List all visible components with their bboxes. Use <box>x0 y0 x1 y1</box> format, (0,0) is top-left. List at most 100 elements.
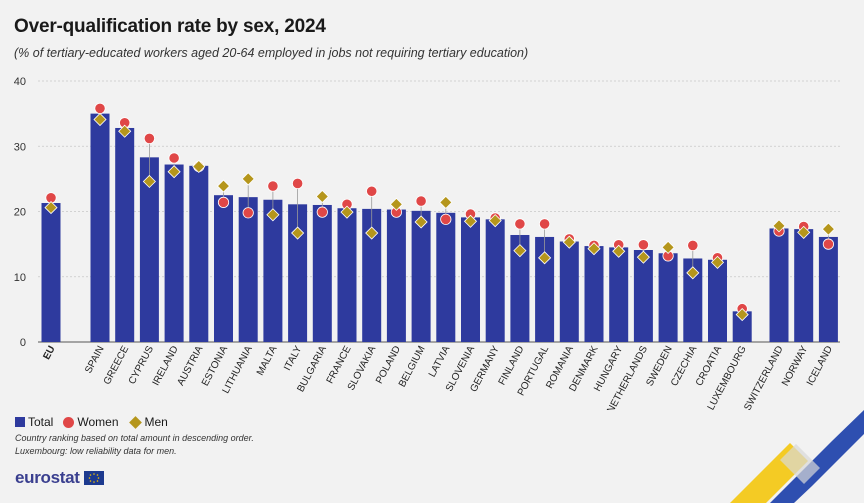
legend-swatch-women <box>63 416 75 428</box>
legend-item-total: Total <box>15 415 53 429</box>
point-women <box>440 213 452 225</box>
legend-label-women: Women <box>77 415 119 429</box>
point-women <box>637 239 650 251</box>
bar-total <box>708 259 727 342</box>
bar-total <box>559 241 579 342</box>
point-men <box>612 244 626 258</box>
legend-item-men: Men <box>128 415 168 429</box>
point-women <box>687 239 699 252</box>
chart-subtitle: (% of tertiary-educated workers aged 20-… <box>14 46 529 60</box>
chart-title: Over-qualification rate by sex, 2024 <box>14 16 326 37</box>
bar-total <box>164 164 184 342</box>
bar-total <box>386 209 406 342</box>
y-tick-label: 0 <box>20 337 26 349</box>
bar-total <box>312 204 332 342</box>
point-women <box>217 196 230 208</box>
point-women <box>316 206 328 218</box>
point-women <box>822 238 835 250</box>
point-men <box>192 159 206 174</box>
bar-total <box>411 210 431 342</box>
point-women <box>143 132 155 145</box>
chart-note-ranking: Country ranking based on total amount in… <box>15 433 254 443</box>
y-tick-label: 10 <box>14 272 26 284</box>
point-men <box>488 214 502 228</box>
point-men <box>44 201 58 215</box>
bar-total <box>288 204 308 342</box>
bar-total <box>189 165 209 342</box>
point-men <box>821 222 835 236</box>
point-men <box>686 266 700 280</box>
point-men <box>797 225 811 239</box>
bar-total <box>139 157 159 342</box>
point-women <box>366 185 378 197</box>
bar-total <box>732 311 752 342</box>
bar-total <box>214 195 233 342</box>
bar-total <box>510 234 530 342</box>
point-women <box>168 152 180 164</box>
bar-total <box>633 249 653 342</box>
legend-label-men: Men <box>144 415 168 429</box>
legend-swatch-men <box>128 415 142 429</box>
y-tick-label: 30 <box>14 141 26 153</box>
x-tick-label: ITALY <box>282 344 304 373</box>
point-men <box>538 251 552 265</box>
decorative-chevron-graphic <box>730 410 864 503</box>
bar-total <box>461 217 480 342</box>
point-men <box>340 205 354 219</box>
point-men <box>118 124 132 138</box>
bar-total <box>436 212 456 342</box>
eurostat-wordmark: eurostat <box>15 468 80 487</box>
point-women <box>291 177 304 190</box>
x-tick-label: SWITZERLAND <box>742 344 785 410</box>
point-men <box>772 219 786 233</box>
point-women <box>242 207 254 219</box>
point-men <box>661 240 675 254</box>
chart-legend: Total Women Men <box>15 415 174 429</box>
point-men <box>291 226 305 240</box>
point-men <box>439 195 453 209</box>
point-women <box>267 180 279 192</box>
x-tick-label: EU <box>41 344 57 361</box>
point-men <box>562 235 576 249</box>
bar-total <box>584 246 604 342</box>
point-men <box>315 189 329 204</box>
point-women <box>415 195 427 207</box>
bar-total <box>769 228 789 342</box>
x-tick-label: LATVIA <box>427 344 453 379</box>
bar-total <box>263 199 283 342</box>
bar-total <box>658 253 678 342</box>
point-men <box>365 226 379 240</box>
bar-total <box>115 127 135 342</box>
point-men <box>216 179 231 193</box>
y-tick-label: 20 <box>14 207 26 219</box>
x-tick-label: SPAIN <box>83 344 106 375</box>
point-men <box>389 197 403 211</box>
bar-total <box>485 219 505 342</box>
legend-swatch-total <box>15 417 25 427</box>
point-men <box>735 308 749 322</box>
bar-total <box>238 197 258 342</box>
bar-total <box>683 258 703 342</box>
point-men <box>167 165 181 179</box>
bar-total <box>818 236 838 342</box>
bar-total <box>41 203 61 342</box>
point-men <box>636 250 650 264</box>
bar-total <box>794 229 814 342</box>
point-women <box>538 218 551 230</box>
bar-total <box>535 236 555 342</box>
bar-total <box>90 113 110 342</box>
point-men <box>710 255 725 269</box>
bar-total <box>362 208 382 342</box>
point-women <box>94 102 106 115</box>
eurostat-logo: eurostat <box>15 468 104 488</box>
x-tick-label: MALTA <box>255 344 280 378</box>
legend-label-total: Total <box>28 415 54 429</box>
point-men <box>93 112 107 127</box>
eu-flag-icon <box>83 471 104 485</box>
point-men <box>587 242 601 256</box>
point-men <box>463 214 478 228</box>
point-women <box>514 218 526 230</box>
point-men <box>414 215 428 229</box>
bar-total <box>337 208 357 342</box>
